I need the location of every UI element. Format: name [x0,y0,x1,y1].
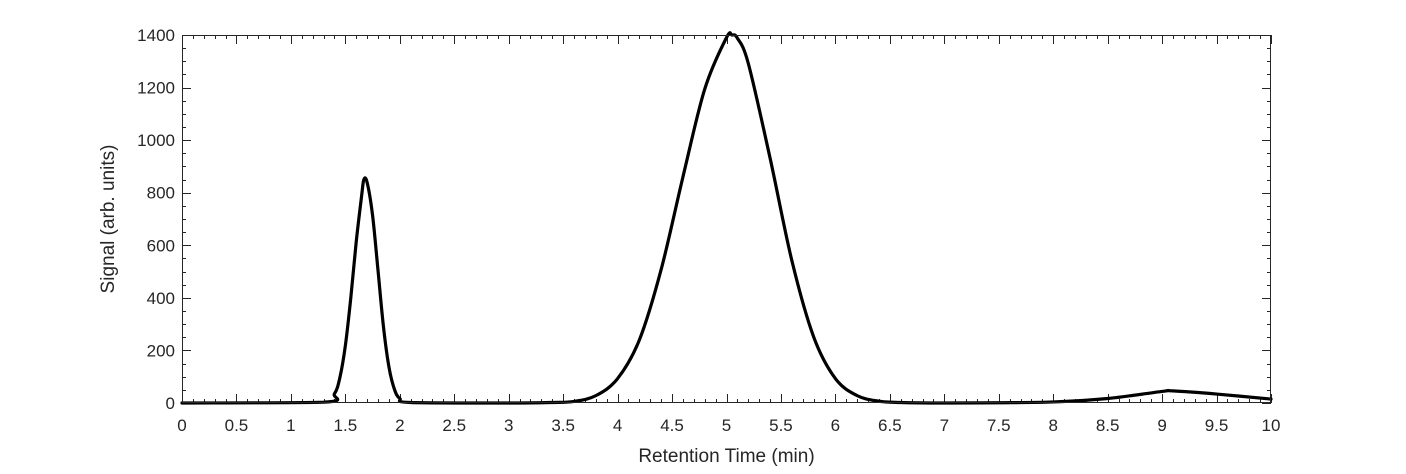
y-tick-label: 1000 [137,131,175,150]
y-tick-label: 400 [147,289,175,308]
x-axis-title: Retention Time (min) [638,446,814,467]
plot-area [182,35,1271,403]
y-tick-label: 1200 [137,79,175,98]
y-tick-label: 1400 [137,26,175,45]
x-tick-label: 6 [831,416,840,435]
x-tick-label: 3 [504,416,513,435]
x-tick-label: 7.5 [987,416,1011,435]
y-tick-label: 800 [147,184,175,203]
x-tick-label: 9.5 [1205,416,1229,435]
x-tick-label: 2.5 [442,416,466,435]
plot-frame [182,35,1271,403]
tick-labels: 0 0.5 1 1.5 2 2.5 3 3.5 4 4.5 5 5.5 6 6.5 7 7.5 8 8.5 9 9.5… [137,26,1280,435]
y-axis-title: Signal (arb. units) [98,145,119,294]
y-tick-label: 600 [147,236,175,255]
x-tick-label: 4.5 [660,416,684,435]
x-tick-label: 5.5 [769,416,793,435]
x-tick-label: 10 [1262,416,1281,435]
x-tick-label: 8 [1048,416,1057,435]
x-tick-label: 7 [940,416,949,435]
x-tick-label: 8.5 [1096,416,1120,435]
x-tick-label: 6.5 [878,416,902,435]
x-tick-label: 3.5 [551,416,575,435]
x-tick-label: 1.5 [334,416,358,435]
x-tick-label: 1 [286,416,295,435]
x-tick-label: 4 [613,416,622,435]
x-tick-label: 0.5 [225,416,249,435]
x-tick-label: 0 [177,416,186,435]
y-tick-label: 0 [166,394,175,413]
x-tick-label: 9 [1157,416,1166,435]
x-tick-label: 5 [722,416,731,435]
y-tick-label: 200 [147,341,175,360]
x-tick-label: 2 [395,416,404,435]
